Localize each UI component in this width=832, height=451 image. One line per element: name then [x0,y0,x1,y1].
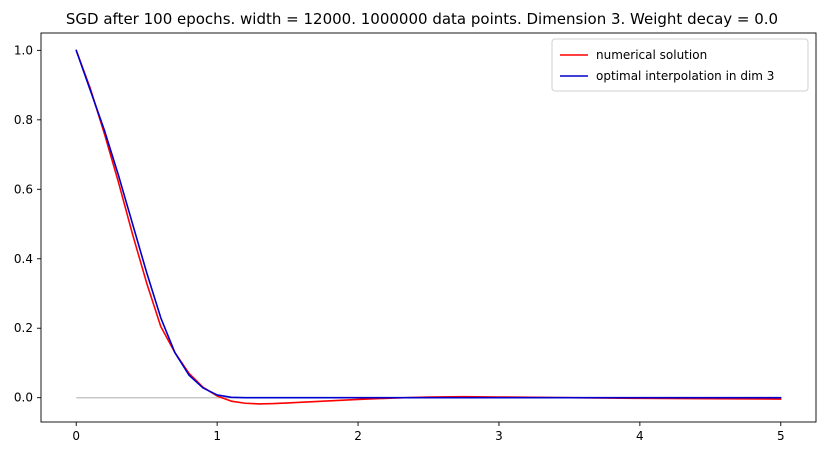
legend-label: numerical solution [596,48,707,62]
x-tick-label: 0 [72,429,80,443]
x-tick-label: 3 [495,429,503,443]
legend-label: optimal interpolation in dim 3 [596,69,774,83]
chart-title: SGD after 100 epochs. width = 12000. 100… [66,10,778,28]
x-tick-label: 4 [636,429,644,443]
y-tick-label: 0.4 [14,252,33,266]
y-tick-label: 0.0 [14,391,33,405]
series-line-1 [75,49,782,405]
x-tick-label: 2 [354,429,362,443]
x-tick-label: 1 [213,429,221,443]
x-tick-label: 5 [777,429,785,443]
y-tick-label: 0.6 [14,182,33,196]
y-tick-label: 0.2 [14,321,33,335]
plot-frame [40,32,817,423]
legend-box [551,38,809,92]
y-tick-label: 0.8 [14,113,33,127]
series-line-2 [75,49,782,399]
y-tick-label: 1.0 [14,43,33,57]
